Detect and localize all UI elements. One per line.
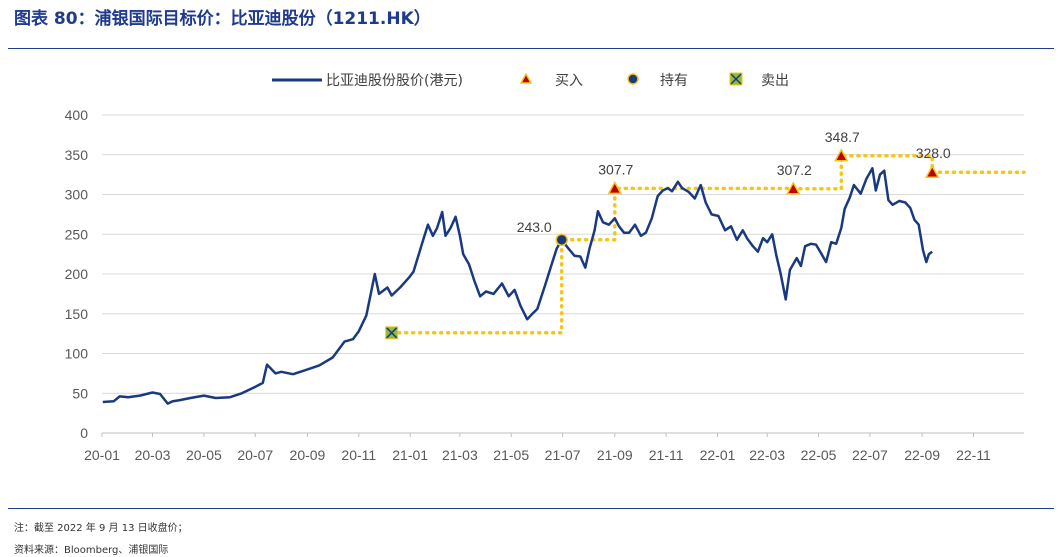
x-tick-label: 21-05 bbox=[493, 447, 529, 463]
stock-price-chart: 0 50 100 150 200 250 300 350 400 20-01 20-03 20-05… bbox=[65, 72, 1026, 463]
y-tick-label: 100 bbox=[65, 346, 89, 362]
x-axis: 20-01 20-03 20-05 20-07 20-09 20-11 21-01 21-03… bbox=[84, 433, 991, 463]
target-price-label: 307.7 bbox=[598, 161, 633, 177]
gridlines bbox=[102, 114, 1024, 434]
y-tick-label: 0 bbox=[80, 425, 88, 441]
legend-sell-marker bbox=[729, 72, 743, 86]
target-price-label: 307.2 bbox=[777, 162, 812, 178]
y-tick-label: 400 bbox=[65, 107, 89, 123]
legend-sell-label: 卖出 bbox=[761, 73, 789, 89]
plot-area: 243.0 307.7 307.2 348.7 328.0 bbox=[102, 129, 1026, 405]
x-tick-label: 22-09 bbox=[904, 447, 940, 463]
legend-price-label: 比亚迪股份股价(港元) bbox=[326, 73, 463, 89]
x-tick-label: 22-01 bbox=[700, 447, 736, 463]
sell-marker bbox=[385, 326, 399, 340]
y-tick-label: 200 bbox=[65, 266, 89, 282]
x-tick-label: 22-11 bbox=[956, 447, 991, 463]
x-tick-label: 20-03 bbox=[135, 447, 171, 463]
top-divider bbox=[8, 48, 1054, 49]
target-price-label: 328.0 bbox=[916, 145, 951, 161]
y-tick-label: 50 bbox=[72, 385, 88, 401]
x-tick-label: 22-03 bbox=[749, 447, 785, 463]
price-line bbox=[102, 167, 933, 405]
x-tick-label: 22-07 bbox=[852, 447, 888, 463]
legend-hold-marker bbox=[627, 73, 639, 85]
x-tick-label: 20-01 bbox=[84, 447, 120, 463]
legend-buy-marker bbox=[519, 72, 533, 84]
target-price-line bbox=[389, 154, 1026, 335]
target-price-label: 348.7 bbox=[825, 129, 860, 145]
legend-hold-label: 持有 bbox=[660, 73, 688, 89]
x-tick-label: 21-07 bbox=[545, 447, 581, 463]
target-price-label: 243.0 bbox=[517, 219, 552, 235]
legend: 比亚迪股份股价(港元) 买入 持有 卖出 bbox=[272, 72, 789, 89]
legend-buy-label: 买入 bbox=[555, 73, 583, 89]
x-tick-label: 21-01 bbox=[392, 447, 428, 463]
buy-marker bbox=[834, 148, 849, 162]
figure-title: 图表 80：浦银国际目标价：比亚迪股份（1211.HK） bbox=[14, 9, 431, 29]
x-tick-label: 20-11 bbox=[341, 447, 376, 463]
buy-marker bbox=[924, 164, 940, 178]
footnote: 注：截至 2022 年 9 月 13 日收盘价； bbox=[14, 523, 188, 534]
buy-marker bbox=[786, 181, 801, 195]
hold-marker bbox=[555, 233, 568, 247]
x-tick-label: 20-05 bbox=[186, 447, 222, 463]
x-tick-label: 21-11 bbox=[649, 447, 684, 463]
x-tick-label: 20-09 bbox=[290, 447, 326, 463]
buy-marker bbox=[607, 180, 623, 195]
bottom-divider bbox=[8, 508, 1054, 509]
y-tick-label: 300 bbox=[65, 187, 89, 203]
x-tick-label: 22-05 bbox=[801, 447, 837, 463]
x-tick-label: 21-03 bbox=[442, 447, 478, 463]
y-tick-label: 150 bbox=[65, 306, 89, 322]
y-tick-label: 350 bbox=[65, 147, 89, 163]
x-tick-label: 20-07 bbox=[237, 447, 273, 463]
y-tick-label: 250 bbox=[65, 226, 89, 242]
y-axis: 0 50 100 150 200 250 300 350 400 bbox=[65, 107, 89, 441]
source-note: 资料来源：Bloomberg、浦银国际 bbox=[14, 545, 169, 556]
x-tick-label: 21-09 bbox=[597, 447, 633, 463]
